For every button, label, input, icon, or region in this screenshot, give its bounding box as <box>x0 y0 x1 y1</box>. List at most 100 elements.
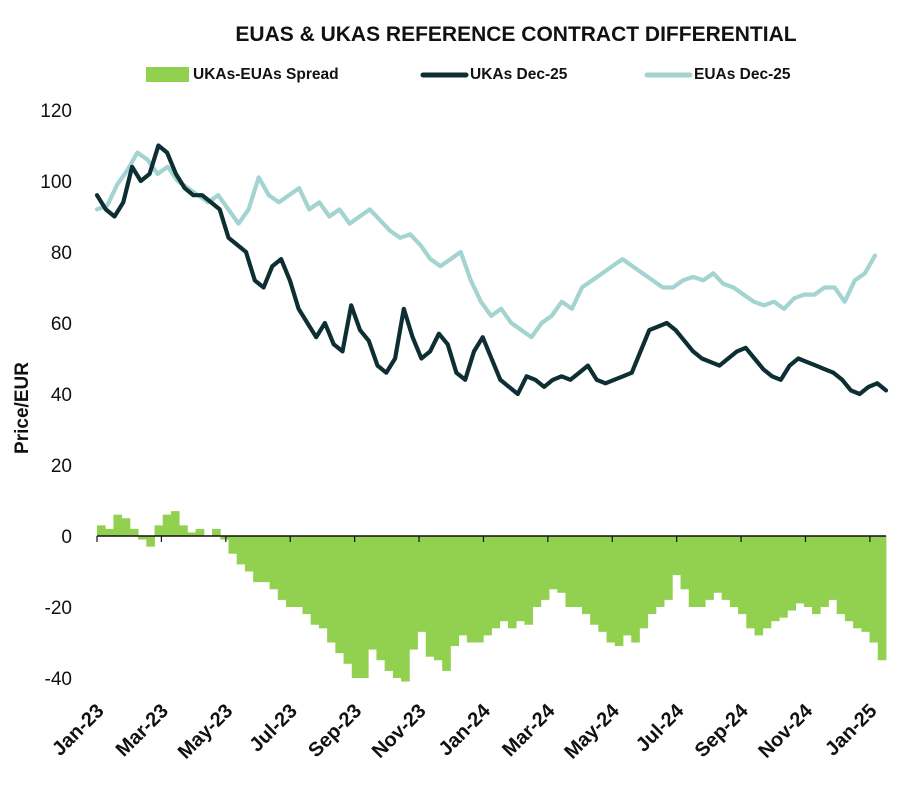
y-tick-label: 20 <box>51 456 72 477</box>
spread-bar <box>458 536 468 636</box>
spread-bar <box>376 536 386 661</box>
spread-bar <box>433 536 443 661</box>
spread-bar <box>705 536 714 600</box>
x-axis <box>96 535 886 542</box>
spread-bar <box>754 536 764 636</box>
chart-title: EUAS & UKAS REFERENCE CONTRACT DIFFERENT… <box>235 23 796 46</box>
spread-bar <box>647 536 657 615</box>
x-tick-label: Jan-24 <box>435 699 496 760</box>
spread-bar <box>524 536 533 625</box>
x-tick-label: Jan-23 <box>48 700 108 760</box>
spread-bar <box>327 536 336 643</box>
spread-bar <box>138 536 147 540</box>
spread-bar <box>540 536 550 600</box>
series-lines <box>94 143 889 397</box>
spread-bar <box>170 511 180 536</box>
spread-bar <box>97 525 106 536</box>
legend: UKAs-EUAs Spread UKAs Dec-25 EUAs Dec-25 <box>146 66 791 83</box>
x-tick-label: May-23 <box>174 700 238 764</box>
spread-bar <box>639 536 649 629</box>
spread-bar <box>631 536 640 643</box>
legend-swatch-spread <box>146 67 189 82</box>
spread-bar <box>581 536 591 615</box>
spread-bar <box>812 536 821 615</box>
y-axis-label: Price/EUR <box>12 362 33 454</box>
spread-bar <box>623 536 632 636</box>
spread-bar <box>483 536 492 636</box>
spread-bar <box>244 536 254 572</box>
spread-bar <box>121 518 131 536</box>
spread-bar <box>516 536 525 622</box>
spread-bar <box>368 536 377 650</box>
y-tick-label: 100 <box>40 172 72 193</box>
y-tick-label: 40 <box>51 385 72 406</box>
spread-bar <box>614 536 624 647</box>
spread-bar <box>721 536 731 600</box>
spread-bar <box>417 536 427 632</box>
spread-bar <box>655 536 665 607</box>
x-tick-label: May-24 <box>560 699 624 763</box>
spread-bar <box>409 536 418 650</box>
y-tick-label: 60 <box>51 314 72 335</box>
spread-bar <box>853 536 862 629</box>
spread-bar <box>360 536 369 678</box>
spread-bar <box>343 536 353 664</box>
spread-bar <box>384 536 394 671</box>
spread-bar <box>310 536 320 625</box>
y-tick-label: 120 <box>40 101 72 122</box>
y-tick-label: -40 <box>45 669 72 690</box>
spread-bar <box>425 536 435 657</box>
spread-bar <box>688 536 698 607</box>
x-tick-label: Nov-23 <box>368 700 431 763</box>
spread-bar <box>154 525 164 536</box>
spread-bar <box>220 536 229 540</box>
spread-bar <box>318 536 328 629</box>
spread-bar <box>779 536 788 618</box>
legend-label-ukas: UKAs Dec-25 <box>470 66 568 83</box>
spread-bar <box>499 536 509 622</box>
x-tick-label: Jul-24 <box>632 699 689 756</box>
spread-bar <box>869 536 879 643</box>
spread-bar <box>696 536 706 607</box>
x-tick-label: Jan-25 <box>821 700 881 760</box>
spread-bar <box>762 536 772 629</box>
spread-bar <box>491 536 501 629</box>
spread-bar <box>672 536 681 576</box>
spread-bar <box>286 536 295 607</box>
x-tick-label: Sep-24 <box>691 699 754 762</box>
spread-bar <box>228 536 238 554</box>
spread-bar <box>770 536 780 622</box>
spread-bar <box>795 536 805 604</box>
spread-bar <box>713 536 723 593</box>
x-axis-ticks: Jan-23 Mar-23 May-23 Jul-23 Sep-23 Nov-23 Jan-… <box>48 699 881 763</box>
spread-bar <box>598 536 607 632</box>
spread-bar <box>466 536 476 643</box>
spread-bar <box>738 536 747 615</box>
spread-bar <box>269 536 279 590</box>
spread-bar <box>877 536 887 661</box>
spread-bar <box>277 536 287 600</box>
spread-bar <box>557 536 566 593</box>
spread-bar <box>820 536 829 607</box>
spread-bar <box>475 536 484 643</box>
spread-bar <box>573 536 583 607</box>
spread-bar <box>302 536 312 615</box>
spread-bar <box>565 536 575 607</box>
spread-bar <box>187 532 197 536</box>
spread-bar <box>212 528 221 536</box>
spread-bar <box>787 536 796 611</box>
spread-bar <box>253 536 262 583</box>
y-axis: 120 100 80 60 40 20 0 -20 -40 <box>40 101 72 690</box>
x-tick-label: Mar-23 <box>112 700 173 761</box>
spread-bar <box>129 528 139 536</box>
spread-bar <box>664 536 673 600</box>
spread-bar <box>392 536 402 678</box>
legend-label-spread: UKAs-EUAs Spread <box>193 66 339 83</box>
spread-bar <box>401 536 410 682</box>
spread-bar <box>532 536 542 607</box>
spread-bar <box>844 536 854 622</box>
x-tick-label: Jul-23 <box>245 700 301 756</box>
spread-bar <box>113 514 123 536</box>
euas-line <box>94 150 878 340</box>
